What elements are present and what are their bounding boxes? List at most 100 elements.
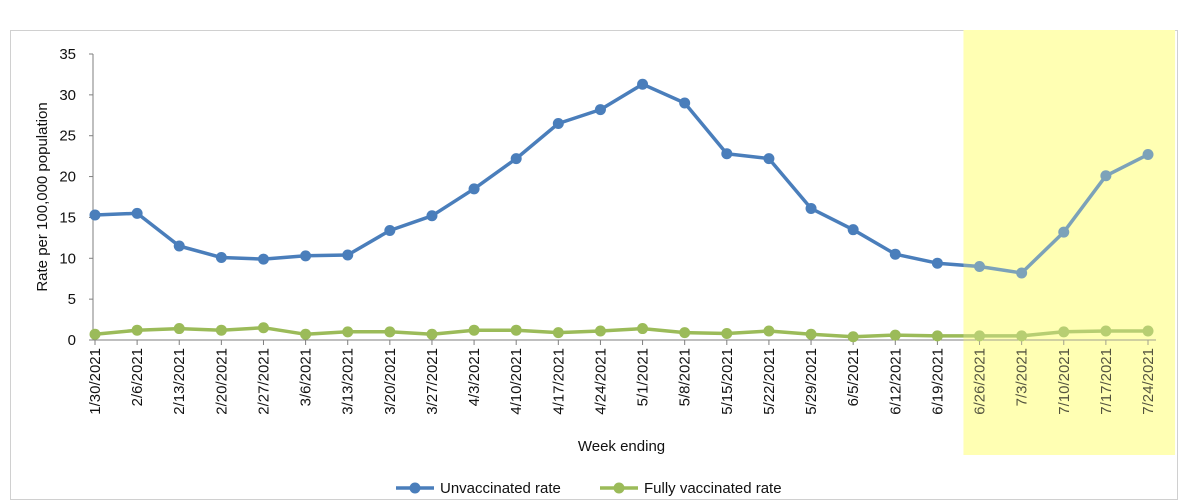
data-point-unvaccinated bbox=[173, 240, 185, 252]
x-tick-label: 3/27/2021 bbox=[424, 348, 441, 415]
data-point-fully-vaccinated bbox=[384, 326, 396, 338]
x-tick-label: 2/13/2021 bbox=[171, 348, 188, 415]
y-tick-label: 35 bbox=[59, 46, 76, 63]
data-point-fully-vaccinated bbox=[637, 323, 649, 335]
y-axis-title: Rate per 100,000 population bbox=[34, 102, 51, 291]
data-point-unvaccinated bbox=[131, 207, 143, 219]
data-point-unvaccinated bbox=[300, 250, 312, 262]
x-tick-label: 2/6/2021 bbox=[129, 348, 146, 406]
y-tick-label: 15 bbox=[59, 209, 76, 226]
x-axis-title: Week ending bbox=[578, 438, 665, 455]
data-point-fully-vaccinated bbox=[342, 326, 354, 338]
series-line-unvaccinated bbox=[94, 82, 1149, 275]
data-point-fully-vaccinated bbox=[805, 328, 817, 340]
data-point-fully-vaccinated bbox=[1058, 326, 1070, 338]
series-unvaccinated bbox=[89, 78, 1154, 279]
x-tick-labels: 1/30/2021 2/6/2021 2/13/2021 2/20/2021 2/27/… bbox=[87, 340, 1157, 415]
data-point-fully-vaccinated bbox=[173, 323, 185, 335]
series-line-fully-vaccinated bbox=[94, 325, 1148, 339]
y-tick-label: 10 bbox=[59, 250, 76, 267]
data-point-fully-vaccinated bbox=[215, 324, 227, 336]
legend-marker-unvaccinated bbox=[409, 482, 421, 494]
data-point-fully-vaccinated bbox=[679, 327, 691, 339]
y-tick-label: 0 bbox=[68, 332, 76, 349]
data-point-unvaccinated bbox=[1100, 170, 1112, 182]
data-point-unvaccinated bbox=[1016, 267, 1028, 279]
x-tick-label: 3/20/2021 bbox=[382, 348, 399, 415]
data-point-unvaccinated bbox=[1058, 226, 1070, 238]
data-point-fully-vaccinated bbox=[131, 324, 143, 336]
data-point-unvaccinated bbox=[468, 183, 480, 195]
x-tick-label: 4/3/2021 bbox=[466, 348, 483, 406]
data-point-unvaccinated bbox=[510, 153, 522, 165]
x-tick-label: 4/24/2021 bbox=[592, 348, 609, 415]
x-tick-label: 1/30/2021 bbox=[87, 348, 104, 415]
series-layer bbox=[89, 30, 1176, 455]
data-point-unvaccinated bbox=[426, 210, 438, 222]
data-point-unvaccinated bbox=[637, 78, 649, 90]
data-point-fully-vaccinated bbox=[721, 327, 733, 339]
legend: Unvaccinated rate Fully vaccinated rate bbox=[396, 480, 782, 497]
data-point-fully-vaccinated bbox=[89, 328, 101, 340]
data-point-unvaccinated bbox=[974, 260, 986, 272]
data-point-unvaccinated bbox=[805, 202, 817, 214]
data-point-fully-vaccinated bbox=[552, 327, 564, 339]
legend-label-fully-vaccinated: Fully vaccinated rate bbox=[644, 480, 782, 497]
x-tick-label: 6/5/2021 bbox=[845, 348, 862, 406]
data-point-fully-vaccinated bbox=[1100, 325, 1112, 337]
data-point-unvaccinated bbox=[257, 253, 269, 265]
data-point-unvaccinated bbox=[721, 148, 733, 160]
y-tick-label: 30 bbox=[59, 87, 76, 104]
x-tick-label: 2/20/2021 bbox=[213, 348, 230, 415]
legend-label-unvaccinated: Unvaccinated rate bbox=[440, 480, 561, 497]
data-point-fully-vaccinated bbox=[257, 322, 269, 334]
x-tick-label: 5/29/2021 bbox=[803, 348, 820, 415]
data-point-unvaccinated bbox=[931, 257, 943, 269]
data-point-unvaccinated bbox=[342, 249, 354, 261]
y-tick-label: 5 bbox=[68, 291, 76, 308]
data-point-fully-vaccinated bbox=[594, 325, 606, 337]
data-point-unvaccinated bbox=[594, 104, 606, 116]
x-tick-label: 4/17/2021 bbox=[550, 348, 567, 415]
y-tick-label: 20 bbox=[59, 169, 76, 186]
data-point-fully-vaccinated bbox=[889, 329, 901, 341]
highlight-region bbox=[963, 30, 1176, 455]
x-tick-label: 3/13/2021 bbox=[340, 348, 357, 415]
data-point-fully-vaccinated bbox=[1142, 325, 1154, 337]
x-tick-label: 5/1/2021 bbox=[635, 348, 652, 406]
data-point-unvaccinated bbox=[215, 251, 227, 263]
x-tick-label: 7/17/2021 bbox=[1098, 348, 1115, 415]
x-tick-label: 6/26/2021 bbox=[972, 348, 989, 415]
data-point-fully-vaccinated bbox=[847, 331, 859, 343]
x-tick-label: 5/22/2021 bbox=[761, 348, 778, 415]
x-tick-label: 4/10/2021 bbox=[508, 348, 525, 415]
data-point-unvaccinated bbox=[847, 224, 859, 236]
data-point-unvaccinated bbox=[89, 209, 101, 221]
data-point-unvaccinated bbox=[889, 248, 901, 260]
series-fully-vaccinated bbox=[89, 322, 1154, 343]
x-tick-label: 7/3/2021 bbox=[1014, 348, 1031, 406]
legend-marker-fully-vaccinated bbox=[613, 482, 625, 494]
data-point-unvaccinated bbox=[679, 97, 691, 109]
data-point-unvaccinated bbox=[1142, 149, 1154, 161]
x-tick-label: 6/19/2021 bbox=[929, 348, 946, 415]
x-tick-label: 7/10/2021 bbox=[1056, 348, 1073, 415]
x-tick-label: 5/8/2021 bbox=[677, 348, 694, 406]
data-point-unvaccinated bbox=[552, 117, 564, 129]
data-point-unvaccinated bbox=[763, 153, 775, 165]
data-point-fully-vaccinated bbox=[468, 324, 480, 336]
x-tick-label: 6/12/2021 bbox=[887, 348, 904, 415]
x-tick-label: 5/15/2021 bbox=[719, 348, 736, 415]
data-point-fully-vaccinated bbox=[974, 330, 986, 342]
data-point-fully-vaccinated bbox=[510, 324, 522, 336]
y-tick-labels: 0 5 10 15 20 25 30 35 bbox=[59, 46, 93, 349]
data-point-unvaccinated bbox=[384, 225, 396, 237]
x-tick-label: 2/27/2021 bbox=[255, 348, 272, 415]
highlight-overlay bbox=[963, 30, 1176, 455]
y-tick-label: 25 bbox=[59, 128, 76, 145]
data-point-fully-vaccinated bbox=[931, 330, 943, 342]
x-tick-label: 3/6/2021 bbox=[298, 348, 315, 406]
x-tick-label: 7/24/2021 bbox=[1140, 348, 1157, 415]
data-point-fully-vaccinated bbox=[763, 325, 775, 337]
